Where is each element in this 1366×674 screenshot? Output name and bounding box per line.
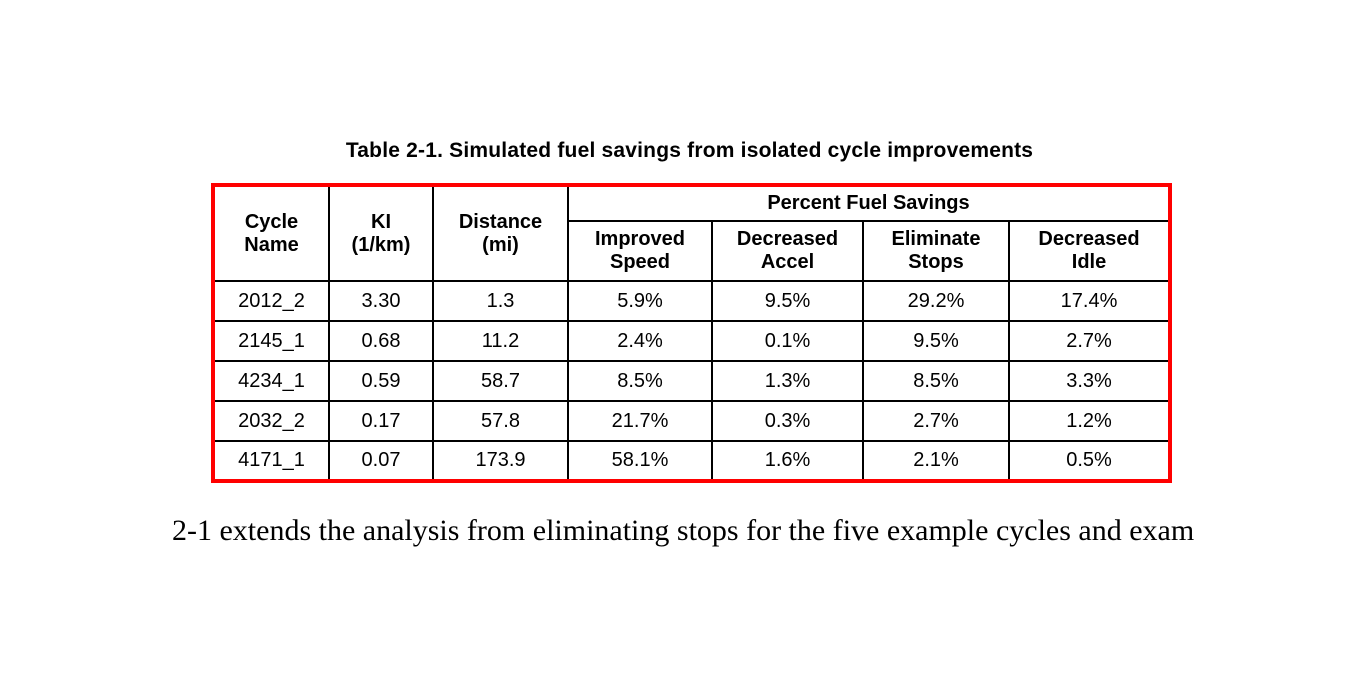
table-cell: 4171_1 [212, 440, 330, 482]
table-cell: 4234_1 [212, 360, 330, 402]
table-cell: 3.30 [328, 280, 434, 322]
table-cell: 58.1% [567, 440, 713, 482]
table-cell: 2.7% [1008, 320, 1171, 362]
table-cell: 8.5% [567, 360, 713, 402]
body-text: 2-1 extends the analysis from eliminatin… [172, 514, 1195, 547]
table-cell: 2012_2 [212, 280, 330, 322]
table-cell: 29.2% [862, 280, 1010, 322]
table-cell: 0.1% [711, 320, 864, 362]
table-row: 4171_1 0.07 173.9 58.1% 1.6% 2.1% 0.5% [212, 440, 1171, 482]
table-cell: 58.7 [432, 360, 569, 402]
table-cell: 0.07 [328, 440, 434, 482]
table-cell: 1.3 [432, 280, 569, 322]
table-cell: 21.7% [567, 400, 713, 442]
fuel-savings-table: Cycle Name KI (1/km) Distance (mi) Perce… [211, 183, 1172, 483]
col-header-ki: KI (1/km) [328, 184, 434, 282]
table-cell: 173.9 [432, 440, 569, 482]
col-header-decreased-idle: Decreased Idle [1008, 220, 1171, 282]
table-cell: 9.5% [862, 320, 1010, 362]
table-row: 2145_1 0.68 11.2 2.4% 0.1% 9.5% 2.7% [212, 320, 1171, 362]
col-header-eliminate-stops: Eliminate Stops [862, 220, 1010, 282]
table-cell: 2.4% [567, 320, 713, 362]
table-row: 4234_1 0.59 58.7 8.5% 1.3% 8.5% 3.3% [212, 360, 1171, 402]
table-row: 2032_2 0.17 57.8 21.7% 0.3% 2.7% 1.2% [212, 400, 1171, 442]
table-cell: 3.3% [1008, 360, 1171, 402]
table-cell: 1.6% [711, 440, 864, 482]
header-row-sub: Improved Speed Decreased Accel Eliminate… [213, 220, 1171, 282]
table-cell: 2032_2 [212, 400, 330, 442]
table-cell: 0.3% [711, 400, 864, 442]
table-cell: 9.5% [711, 280, 864, 322]
table-header: Cycle Name KI (1/km) Distance (mi) Perce… [212, 184, 1171, 282]
table-cell: 5.9% [567, 280, 713, 322]
table-row: 2012_2 3.30 1.3 5.9% 9.5% 29.2% 17.4% [212, 280, 1171, 322]
table-cell: 17.4% [1008, 280, 1171, 322]
table-cell: 0.5% [1008, 440, 1171, 482]
table-cell: 0.17 [328, 400, 434, 442]
col-group-header-percent-fuel-savings: Percent Fuel Savings [567, 184, 1171, 222]
table-caption: Table 2-1. Simulated fuel savings from i… [345, 139, 1034, 162]
col-header-decreased-accel: Decreased Accel [711, 220, 864, 282]
table-cell: 1.2% [1008, 400, 1171, 442]
table-cell: 57.8 [432, 400, 569, 442]
table-cell: 2.1% [862, 440, 1010, 482]
table-cell: 0.68 [328, 320, 434, 362]
table-cell: 0.59 [328, 360, 434, 402]
table-cell: 11.2 [432, 320, 569, 362]
table-cell: 2145_1 [212, 320, 330, 362]
table-cell: 2.7% [862, 400, 1010, 442]
table-body: 2012_2 3.30 1.3 5.9% 9.5% 29.2% 17.4% 2145_1 0.6… [212, 280, 1171, 482]
table-cell: 8.5% [862, 360, 1010, 402]
header-row-group: Cycle Name KI (1/km) Distance (mi) Perce… [212, 184, 1171, 282]
col-header-improved-speed: Improved Speed [567, 220, 713, 282]
col-header-distance: Distance (mi) [432, 184, 569, 282]
table-cell: 1.3% [711, 360, 864, 402]
col-header-cycle-name: Cycle Name [212, 184, 330, 282]
